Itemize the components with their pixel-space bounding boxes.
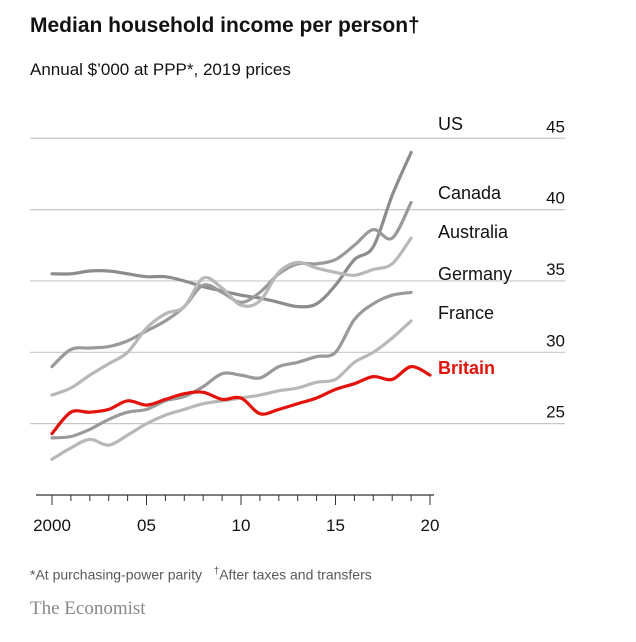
series-label-britain: Britain bbox=[438, 358, 495, 378]
series-label-germany: Germany bbox=[438, 264, 512, 284]
footnotes: *At purchasing-power parity †After taxes… bbox=[30, 566, 372, 583]
x-tick-label-2000: 2000 bbox=[33, 516, 71, 535]
series-line-australia bbox=[50, 236, 413, 397]
series-layer bbox=[50, 150, 432, 461]
footnote-dagger-mark: † bbox=[213, 566, 220, 577]
x-tick-label-2020: 20 bbox=[421, 516, 440, 535]
footnote-taxes: After taxes and transfers bbox=[219, 566, 372, 583]
series-label-us: US bbox=[438, 114, 463, 134]
series-line-germany bbox=[50, 290, 413, 440]
x-tick-label-2015: 15 bbox=[326, 516, 345, 535]
footnote-ppp: *At purchasing-power parity bbox=[30, 566, 202, 583]
series-line-us bbox=[50, 150, 413, 309]
y-tick-label-35: 35 bbox=[546, 260, 565, 279]
economist-logo: The Economist bbox=[30, 598, 146, 619]
y-tick-label-25: 25 bbox=[546, 403, 565, 422]
series-label-france: France bbox=[438, 303, 494, 323]
grid-layer bbox=[30, 137, 565, 425]
y-tick-label-30: 30 bbox=[546, 331, 565, 350]
series-label-australia: Australia bbox=[438, 222, 509, 242]
x-tick-label-2005: 05 bbox=[137, 516, 156, 535]
series-label-canada: Canada bbox=[438, 183, 502, 203]
series-line-canada bbox=[50, 200, 413, 369]
chart-subtitle: Annual $’000 at PPP*, 2019 prices bbox=[30, 60, 291, 79]
line-chart: 25 30 35 40 45 2000 05 10 15 20 US Canada Australia… bbox=[30, 114, 565, 535]
y-tick-label-40: 40 bbox=[546, 189, 565, 208]
chart-title: Median household income per person† bbox=[30, 14, 420, 37]
x-tick-label-2010: 10 bbox=[232, 516, 251, 535]
series-line-france bbox=[50, 319, 413, 461]
axis-layer: 25 30 35 40 45 2000 05 10 15 20 bbox=[33, 117, 565, 535]
series-line-britain bbox=[50, 364, 432, 436]
y-tick-label-45: 45 bbox=[546, 117, 565, 136]
label-layer: US Canada Australia Germany France Britain bbox=[438, 114, 512, 378]
